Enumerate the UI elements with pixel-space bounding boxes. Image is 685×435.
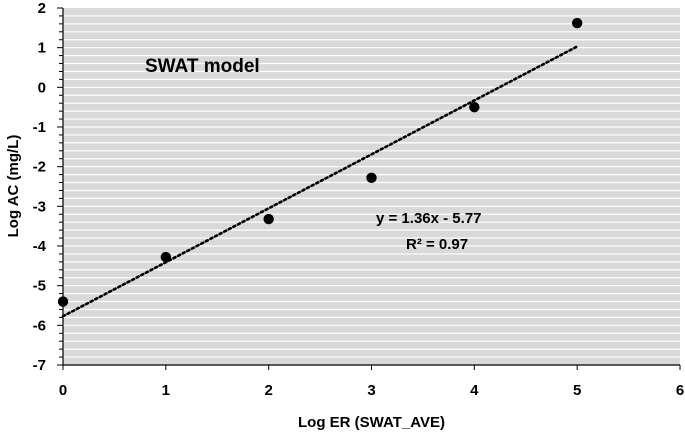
y-tick-label: -6 <box>33 317 46 334</box>
y-tick-label: -3 <box>33 198 46 215</box>
x-axis-title: Log ER (SWAT_AVE) <box>298 414 445 431</box>
data-point <box>366 172 377 183</box>
y-tick-label: 2 <box>38 0 46 17</box>
ticks <box>57 7 681 370</box>
y-axis-title: Log AC (mg/L) <box>5 135 22 238</box>
plot-area <box>63 8 680 365</box>
x-tick-label: 3 <box>367 382 375 399</box>
data-point <box>160 251 172 263</box>
y-tick-labels: 2 1 0 -1 -2 -3 -4 -5 -6 -7 <box>33 0 47 374</box>
data-point <box>469 101 480 113</box>
data-point <box>57 296 69 307</box>
y-tick-label: -2 <box>33 159 46 176</box>
x-tick-label: 0 <box>59 382 67 399</box>
data-points <box>57 17 583 307</box>
x-tick-label: 4 <box>470 382 479 399</box>
x-tick-label: 6 <box>676 382 684 399</box>
y-tick-label: -1 <box>33 119 46 136</box>
r-squared-label: R² = 0.97 <box>406 236 468 253</box>
x-tick-label: 5 <box>573 382 581 399</box>
trendline <box>61 45 579 318</box>
x-tick-label: 1 <box>162 382 170 399</box>
regression-equation: y = 1.36x - 5.77 <box>376 210 482 227</box>
y-tick-label: -5 <box>33 278 46 295</box>
x-tick-label: 2 <box>264 382 272 399</box>
data-point <box>571 17 583 29</box>
gridlines <box>63 15 680 358</box>
y-tick-label: 1 <box>38 40 46 57</box>
y-tick-label: 0 <box>38 79 46 96</box>
data-point <box>263 213 274 225</box>
x-tick-labels: 0 1 2 3 4 5 6 <box>59 382 684 399</box>
y-tick-label: -4 <box>33 238 47 255</box>
y-tick-label: -7 <box>33 357 46 374</box>
model-label: SWAT model <box>145 56 260 77</box>
